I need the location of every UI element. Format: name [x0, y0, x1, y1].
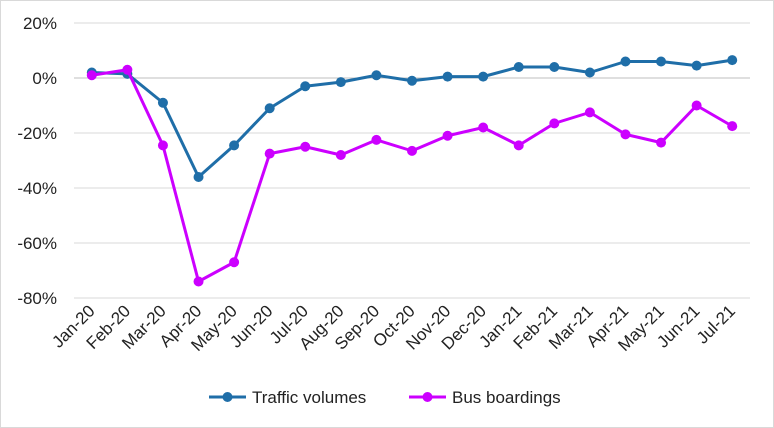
series-traffic-volumes: [86, 55, 738, 182]
data-point-traffic-volumes: [584, 67, 595, 78]
data-point-bus-boardings: [584, 107, 595, 118]
data-point-traffic-volumes: [157, 97, 168, 108]
legend-item-bus-boardings: Bus boardings: [409, 388, 561, 407]
series-bus-boardings: [86, 64, 738, 287]
data-point-bus-boardings: [620, 129, 631, 140]
data-point-bus-boardings: [86, 70, 97, 81]
data-point-bus-boardings: [549, 118, 560, 129]
legend-marker-traffic-volumes: [222, 392, 233, 402]
data-point-traffic-volumes: [513, 62, 524, 72]
data-point-bus-boardings: [478, 122, 489, 133]
y-tick-label: 20%: [23, 14, 57, 33]
data-point-traffic-volumes: [549, 62, 560, 72]
data-point-traffic-volumes: [229, 140, 240, 151]
data-point-bus-boardings: [656, 137, 667, 148]
data-point-bus-boardings: [157, 140, 168, 151]
x-axis-tick-labels: Jan-20Feb-20Mar-20Apr-20May-20Jun-20Jul-…: [48, 301, 739, 355]
data-point-bus-boardings: [513, 140, 524, 151]
data-point-bus-boardings: [229, 257, 240, 268]
data-point-bus-boardings: [335, 150, 346, 160]
legend-marker-bus-boardings: [422, 392, 433, 402]
data-point-bus-boardings: [727, 121, 738, 132]
data-point-bus-boardings: [691, 100, 702, 111]
data-point-bus-boardings: [300, 141, 311, 152]
data-point-bus-boardings: [122, 64, 133, 75]
y-tick-label: 0%: [32, 69, 57, 88]
gridlines: [74, 22, 750, 299]
data-point-traffic-volumes: [264, 103, 275, 114]
data-series: [86, 55, 738, 287]
data-point-traffic-volumes: [300, 81, 311, 92]
data-point-traffic-volumes: [691, 60, 702, 71]
series-line-bus-boardings: [91, 68, 733, 283]
legend-label-bus-boardings: Bus boardings: [452, 388, 561, 407]
data-point-bus-boardings: [193, 276, 204, 287]
y-tick-label: -40%: [17, 179, 57, 198]
data-point-traffic-volumes: [407, 75, 417, 86]
y-tick-label: -20%: [17, 124, 57, 143]
data-point-bus-boardings: [371, 134, 382, 145]
data-point-traffic-volumes: [371, 70, 382, 81]
y-tick-label: -60%: [17, 234, 57, 253]
y-axis-tick-labels: 20% 0% -20% -40% -60% -80%: [17, 14, 57, 308]
legend-item-traffic-volumes: Traffic volumes: [209, 388, 366, 407]
data-point-bus-boardings: [407, 145, 417, 156]
data-point-traffic-volumes: [478, 71, 489, 82]
data-point-traffic-volumes: [620, 56, 631, 67]
legend: Traffic volumes Bus boardings: [209, 388, 561, 407]
data-point-bus-boardings: [442, 130, 453, 141]
legend-label-traffic-volumes: Traffic volumes: [252, 388, 366, 407]
data-point-traffic-volumes: [193, 172, 204, 182]
data-point-traffic-volumes: [442, 71, 453, 82]
x-tick-label: Jul-21: [693, 301, 739, 347]
data-point-traffic-volumes: [335, 77, 346, 88]
data-point-traffic-volumes: [727, 55, 738, 66]
y-tick-label: -80%: [17, 289, 57, 308]
data-point-bus-boardings: [264, 148, 275, 159]
data-point-traffic-volumes: [656, 56, 667, 67]
